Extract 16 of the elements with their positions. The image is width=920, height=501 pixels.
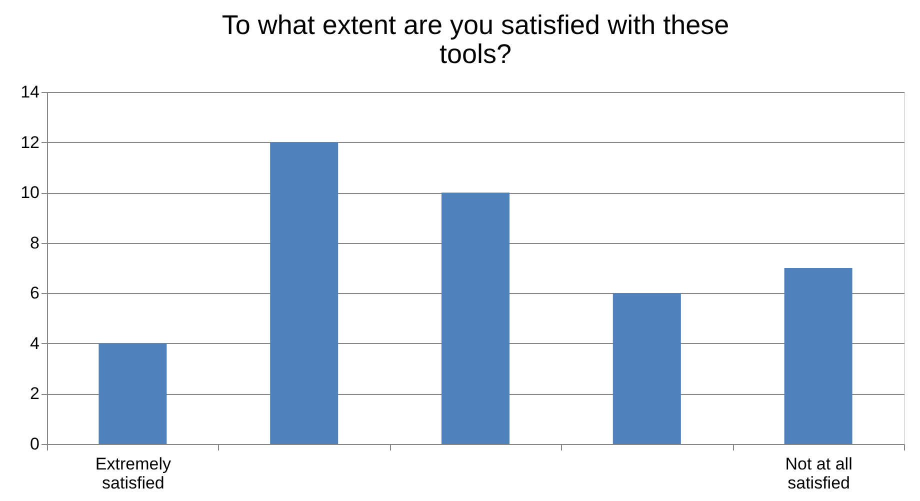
bar [612, 293, 681, 444]
bar [442, 192, 510, 444]
y-tick-label: 14 [20, 82, 40, 102]
y-tick-label: 2 [30, 384, 40, 404]
bar [784, 268, 852, 444]
y-tick-label: 10 [20, 183, 40, 202]
y-tick-label: 4 [30, 334, 40, 353]
y-tick-label: 12 [20, 132, 40, 152]
x-tick-label: Extremely satisfied [95, 454, 172, 492]
y-tick-label: 6 [30, 284, 40, 303]
chart-title: To what extent are you satisfied with these tools? [222, 10, 730, 69]
x-tick-label: Not at all satisfied [785, 454, 852, 492]
y-tick-label: 8 [30, 233, 40, 252]
y-tick-label: 0 [30, 434, 40, 454]
bar [98, 343, 167, 444]
bar [270, 142, 338, 444]
